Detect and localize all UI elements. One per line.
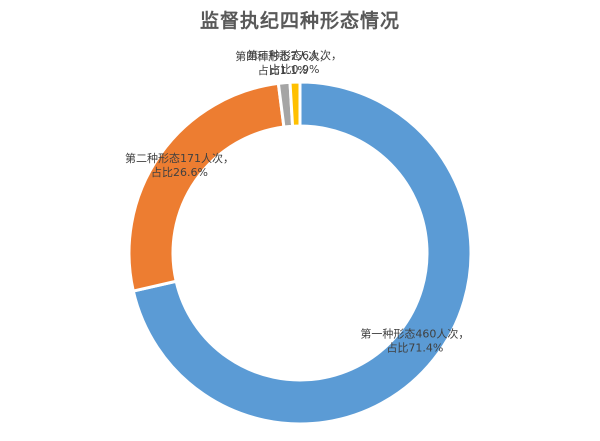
data-label: 第二种形态171人次，占比26.6% — [125, 151, 234, 179]
data-label-line2: 占比0.9% — [270, 62, 320, 76]
data-label: 第一种形态460人次，占比71.4% — [360, 327, 469, 355]
slices-layer — [127, 80, 473, 426]
data-label-line1: 第一种形态460人次， — [360, 327, 469, 341]
labels-layer: 第一种形态460人次，占比71.4% 第二种形态171人次，占比26.6% 第四种形… — [125, 48, 469, 355]
donut-slice — [127, 81, 286, 293]
data-label: 第四种形态7人次，占比1.1% — [235, 49, 330, 77]
donut-slice — [131, 80, 473, 426]
data-label-line1: 第二种形态171人次， — [125, 151, 234, 165]
data-label-line2: 占比26.6% — [151, 165, 208, 179]
data-label-line2: 占比71.4% — [386, 341, 443, 355]
chart-title: 监督执纪四种形态情况 — [199, 10, 400, 32]
data-label-line1: 第三种形态6人次， — [247, 48, 342, 62]
data-label-line2: 占比1.1% — [258, 63, 308, 77]
donut-slice — [288, 80, 302, 128]
data-label: 第三种形态6人次，占比0.9% — [247, 48, 342, 76]
data-label-line1: 第四种形态7人次， — [235, 49, 330, 63]
